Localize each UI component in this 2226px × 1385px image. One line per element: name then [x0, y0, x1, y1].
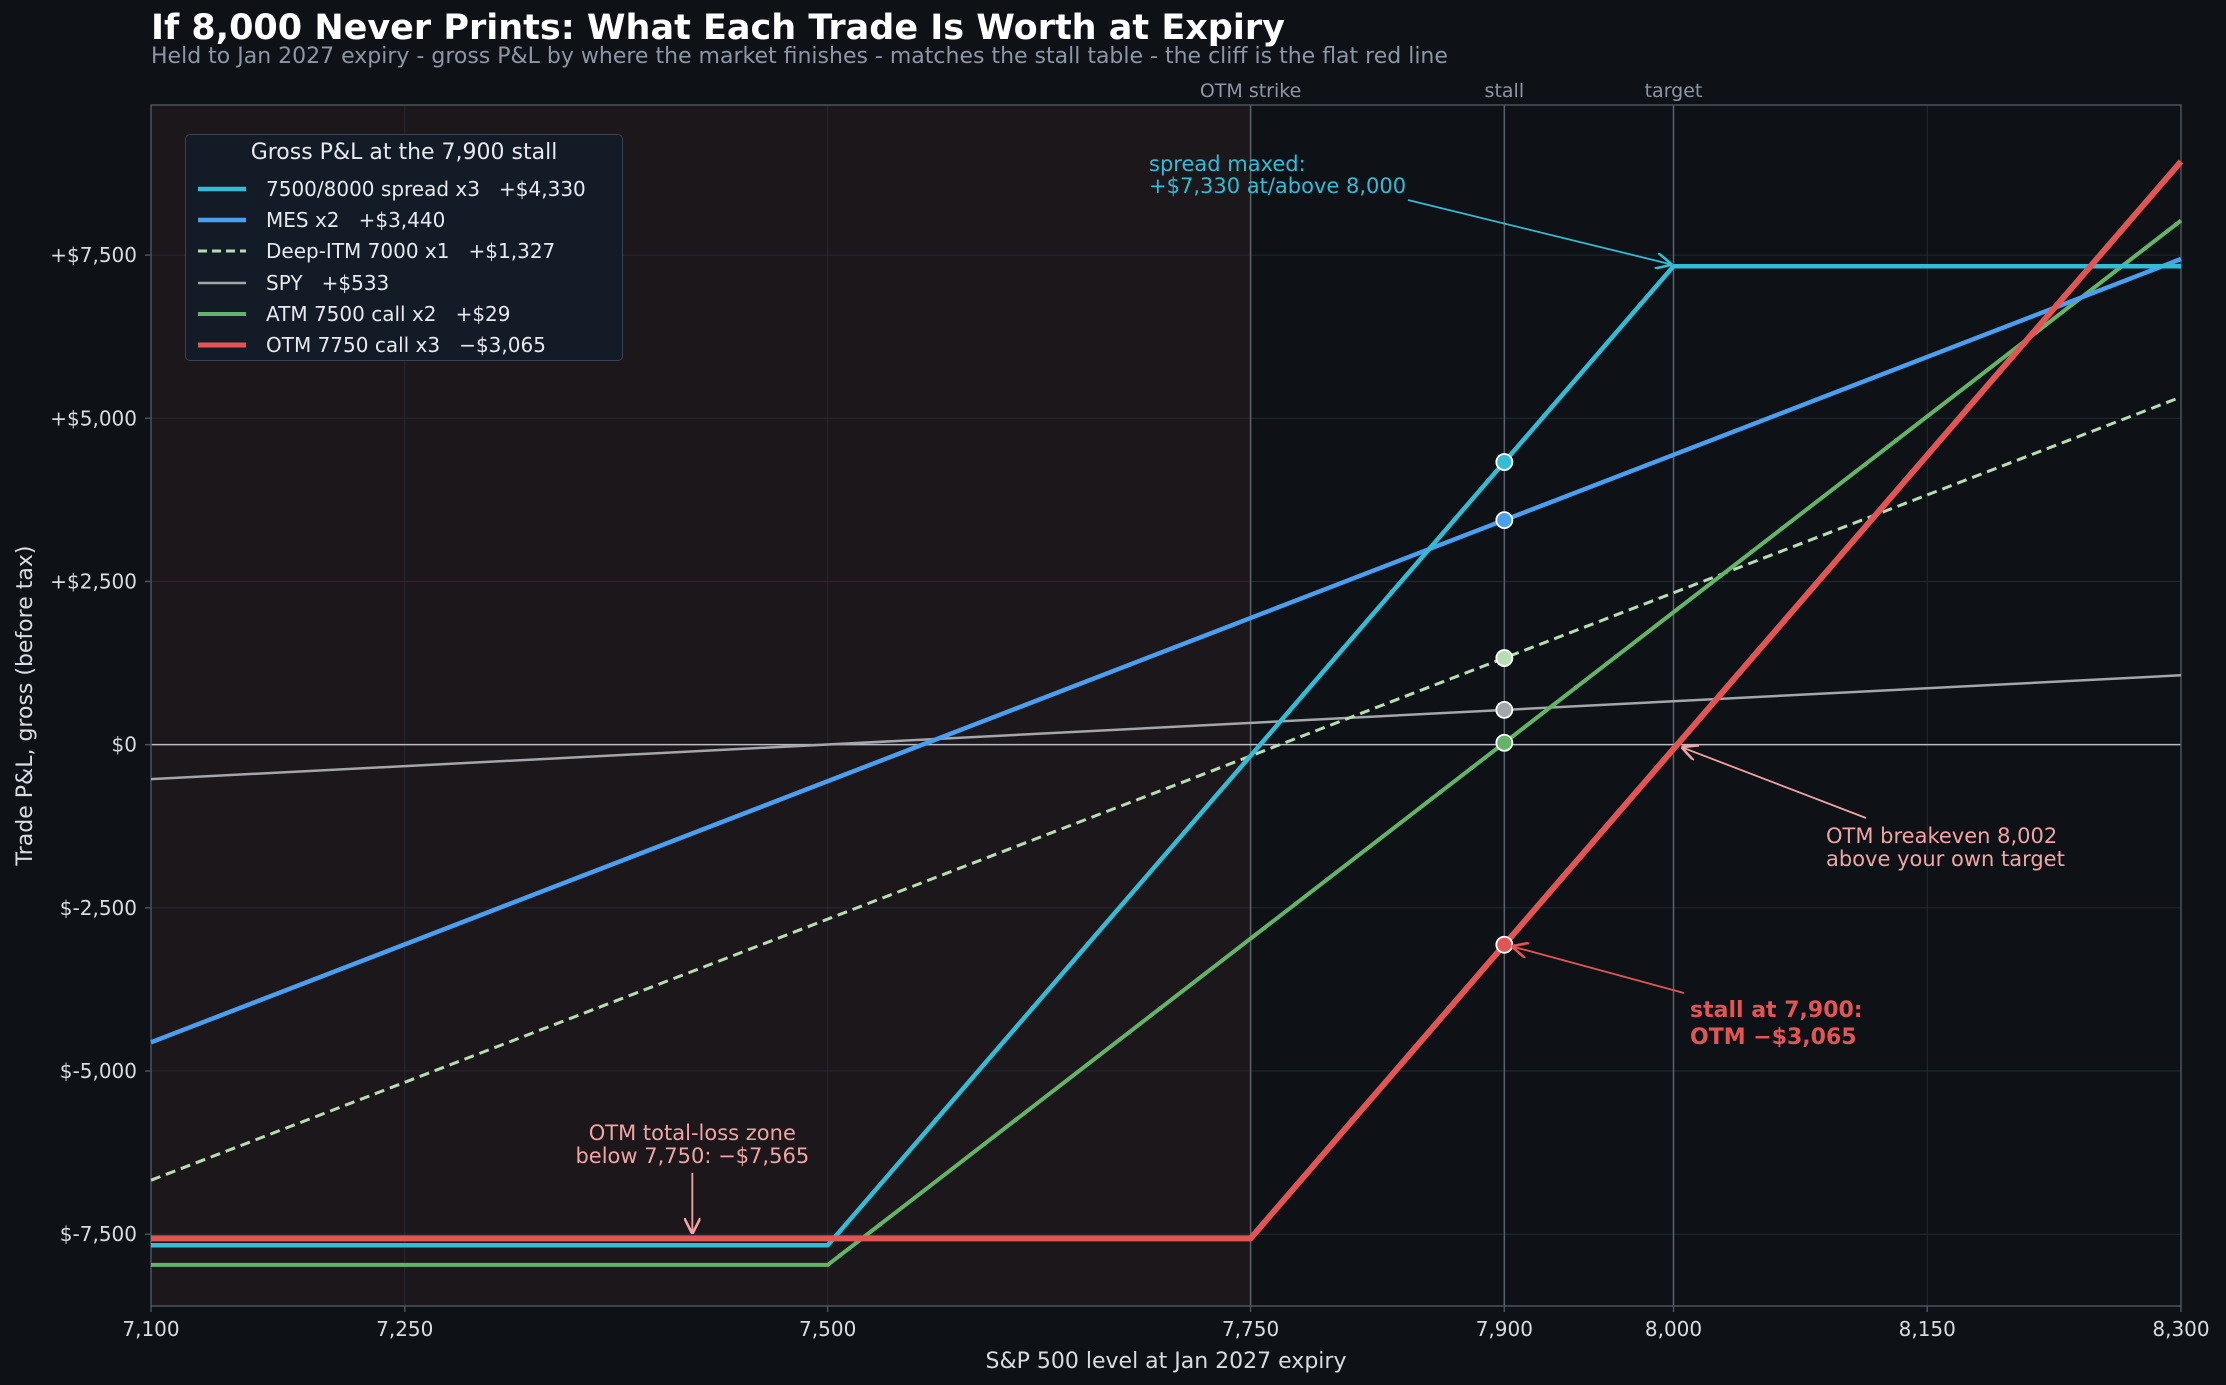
stall-point-marker [1495, 733, 1514, 752]
reference-vline-label: stall [1485, 80, 1525, 102]
legend-swatch [198, 342, 246, 348]
legend-item: MES x2 +$3,440 [194, 206, 614, 237]
x-tick-label: 7,900 [1476, 1317, 1533, 1341]
legend-item: OTM 7750 call x3 −$3,065 [194, 331, 614, 362]
y-tick-label: +$7,500 [50, 243, 137, 267]
legend-series-name: SPY [266, 270, 303, 295]
legend-series-value: +$3,440 [358, 208, 446, 233]
annotation-loss-zone: below 7,750: −$7,565 [575, 1144, 809, 1168]
series-line-spread [151, 263, 2181, 1248]
legend-item: SPY +$533 [194, 269, 614, 300]
y-tick-label: +$5,000 [50, 406, 137, 430]
legend-label: Deep-ITM 7000 x1 +$1,327 [266, 239, 555, 263]
y-tick-label: $-5,000 [60, 1059, 137, 1083]
series-line-mes [150, 256, 2182, 1045]
legend-item: 7500/8000 spread x3 +$4,330 [194, 175, 614, 206]
legend-item: ATM 7500 call x2 +$29 [194, 300, 614, 331]
annotation-otm-breakeven: above your own target [1826, 847, 2065, 871]
legend-series-value: +$29 [455, 301, 511, 326]
legend-gap [437, 302, 456, 326]
stall-point-marker [1495, 935, 1514, 954]
annotation-spread-max: spread maxed: [1149, 152, 1306, 176]
x-tick-label: 8,000 [1645, 1317, 1702, 1341]
legend-label: ATM 7500 call x2 +$29 [266, 302, 511, 326]
legend-series-name: 7500/8000 spread x3 [266, 177, 480, 201]
x-tick-label: 7,500 [799, 1317, 856, 1341]
x-tick-label: 8,150 [1899, 1317, 1956, 1341]
legend-swatch [198, 186, 246, 192]
legend-item: Deep-ITM 7000 x1 +$1,327 [194, 237, 614, 268]
annotation-arrow-otm-breakeven [1683, 748, 1867, 819]
series-line-otm [151, 159, 2184, 1242]
legend-label: SPY +$533 [266, 271, 389, 295]
x-tick-label: 7,100 [122, 1317, 179, 1341]
x-tick-label: 7,750 [1222, 1317, 1279, 1341]
legend-gap [303, 271, 322, 295]
legend-swatch [198, 281, 246, 284]
y-tick-label: $0 [112, 733, 137, 757]
legend-swatch [198, 217, 246, 223]
legend-swatch [198, 249, 246, 253]
legend-series-value: +$1,327 [468, 239, 556, 264]
legend-series-value: −$3,065 [459, 333, 546, 357]
reference-vline-label: target [1645, 80, 1703, 102]
annotation-stall: OTM −$3,065 [1690, 1025, 1857, 1050]
stall-point-marker [1495, 511, 1514, 530]
x-axis-label: S&P 500 level at Jan 2027 expiry [986, 1349, 1347, 1374]
legend-label: 7500/8000 spread x3 +$4,330 [266, 177, 586, 201]
annotation-otm-breakeven: OTM breakeven 8,002 [1826, 824, 2057, 848]
legend-series-value: +$533 [321, 270, 390, 295]
reference-vline-label: OTM strike [1200, 80, 1301, 102]
legend-series-name: ATM 7500 call x2 [266, 301, 437, 326]
y-tick-label: $-7,500 [60, 1222, 137, 1246]
annotation-arrow-stall [1513, 947, 1685, 994]
chart-title: If 8,000 Never Prints: What Each Trade I… [151, 8, 1285, 48]
y-tick-label: +$2,500 [50, 569, 137, 593]
legend-series-value: +$4,330 [499, 177, 586, 201]
series-line-deep_itm [150, 395, 2182, 1182]
annotation-loss-zone: OTM total-loss zone [589, 1121, 796, 1145]
legend-series-name: OTM 7750 call x3 [266, 333, 441, 357]
series-line-spy [150, 674, 2182, 781]
series-line-atm [151, 219, 2183, 1267]
legend: Gross P&L at the 7,900 stall 7500/8000 s… [185, 134, 623, 361]
legend-gap [440, 333, 459, 357]
stall-point-marker [1495, 649, 1514, 667]
chart-subtitle: Held to Jan 2027 expiry - gross P&L by w… [151, 44, 1448, 69]
stall-point-marker [1495, 453, 1514, 471]
legend-title: Gross P&L at the 7,900 stall [250, 140, 558, 165]
legend-swatch [198, 311, 246, 316]
x-tick-label: 8,300 [2152, 1317, 2209, 1341]
stall-point-marker [1495, 700, 1514, 719]
legend-label: MES x2 +$3,440 [266, 208, 445, 232]
legend-label: OTM 7750 call x3 −$3,065 [266, 333, 546, 357]
legend-gap [340, 208, 359, 232]
annotation-arrow-spread-max [1407, 199, 1671, 264]
annotation-stall: stall at 7,900: [1690, 998, 1863, 1023]
legend-gap [449, 239, 468, 263]
legend-series-name: Deep-ITM 7000 x1 [266, 239, 450, 264]
legend-series-name: MES x2 [266, 208, 340, 233]
y-axis-label: Trade P&L, gross (before tax) [13, 546, 38, 867]
legend-gap [480, 177, 499, 201]
plot-frame [150, 104, 2182, 1307]
annotation-spread-max: +$7,330 at/above 8,000 [1149, 174, 1406, 198]
y-tick-label: $-2,500 [60, 896, 137, 920]
x-tick-label: 7,250 [376, 1317, 433, 1341]
